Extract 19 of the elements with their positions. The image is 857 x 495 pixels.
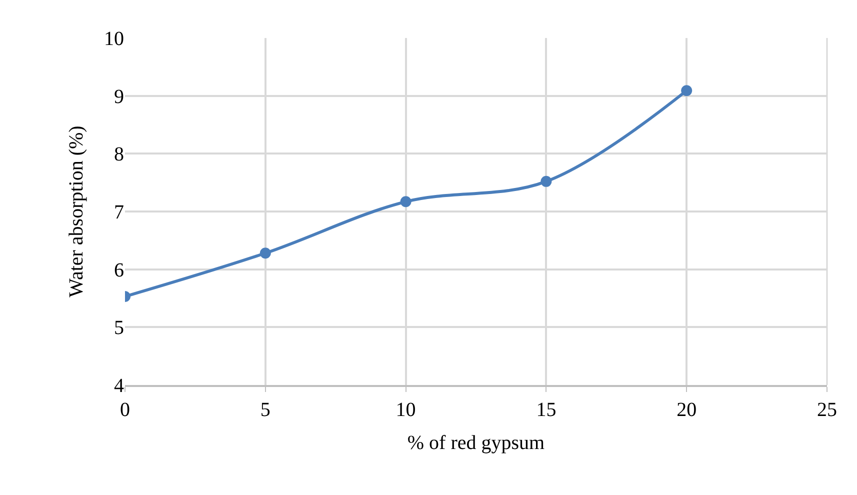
x-tick-label: 15 <box>536 398 556 421</box>
point <box>400 196 412 208</box>
y-tick-label: 4 <box>114 375 124 397</box>
x-tick-label: 10 <box>396 398 416 421</box>
x-tick-label: 5 <box>260 398 270 421</box>
x-axis-title: % of red gypsum <box>407 432 546 454</box>
y-tick-label: 10 <box>104 28 124 50</box>
x-tick-label: 20 <box>676 398 697 421</box>
y-tick-label: 7 <box>114 202 124 224</box>
x-tick-label: 25 <box>817 398 837 421</box>
point <box>540 176 552 187</box>
point <box>681 85 692 96</box>
point <box>260 248 271 259</box>
y-tick-label: 8 <box>114 144 124 166</box>
y-axis-title: Water absorption (%) <box>66 126 88 298</box>
y-tick-label: 5 <box>114 317 124 340</box>
y-tick-label: 9 <box>114 86 124 108</box>
x-tick-label: 0 <box>120 398 130 421</box>
y-tick-label: 6 <box>114 259 124 282</box>
